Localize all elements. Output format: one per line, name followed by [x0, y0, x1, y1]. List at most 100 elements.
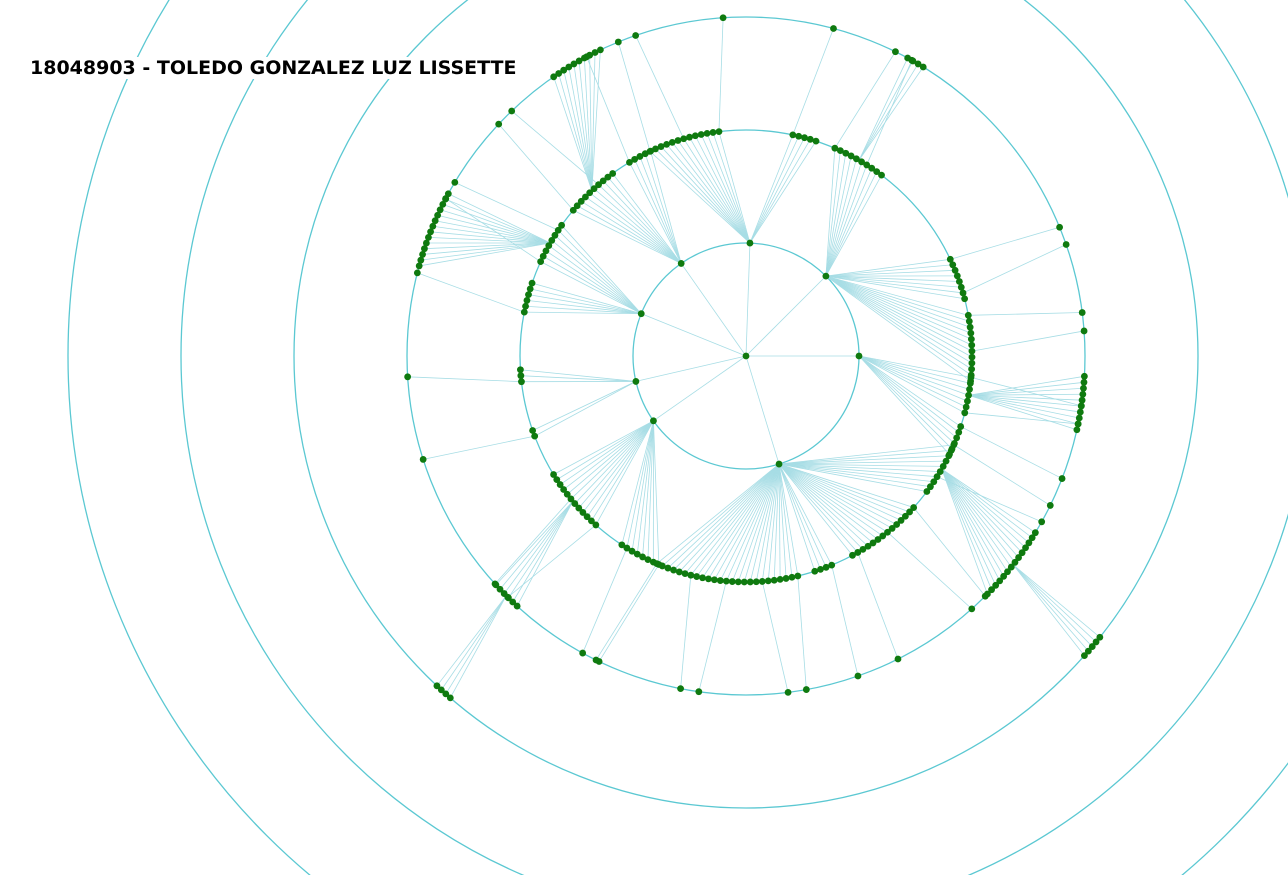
tree-node-l1[interactable]	[746, 239, 754, 247]
tree-node-leaf[interactable]	[919, 63, 927, 71]
tree-node-leaf[interactable]	[446, 694, 454, 702]
tree-node-l2[interactable]	[710, 576, 718, 584]
tree-node-leaf[interactable]	[415, 262, 423, 270]
tree-node-leaf[interactable]	[442, 195, 449, 203]
tree-node-leaf[interactable]	[596, 46, 604, 54]
tree-node-l2[interactable]	[558, 221, 566, 229]
tree-node-leaf[interactable]	[550, 73, 558, 81]
tree-node-l3[interactable]	[1058, 475, 1066, 482]
tree-node-l2[interactable]	[531, 432, 539, 440]
tree-node-l2[interactable]	[691, 132, 699, 140]
tree-node-l2[interactable]	[852, 155, 860, 163]
tree-node-l2[interactable]	[776, 576, 784, 583]
tree-node-l2[interactable]	[936, 468, 944, 475]
tree-node-l2[interactable]	[831, 144, 839, 152]
tree-node-leaf[interactable]	[1080, 372, 1088, 380]
tree-node-l2[interactable]	[563, 490, 571, 498]
tree-node-l3[interactable]	[508, 107, 516, 115]
tree-node-l2[interactable]	[604, 173, 612, 181]
tree-node-l2[interactable]	[681, 570, 689, 578]
tree-node-leaf[interactable]	[417, 256, 425, 264]
tree-node-l2[interactable]	[668, 138, 676, 146]
tree-node-l2[interactable]	[526, 285, 534, 293]
tree-node-l2[interactable]	[893, 521, 901, 528]
tree-node-leaf[interactable]	[500, 590, 508, 597]
tree-node-leaf[interactable]	[1028, 534, 1036, 542]
tree-node-l2[interactable]	[828, 561, 836, 569]
tree-node-l2[interactable]	[628, 547, 636, 555]
tree-node-leaf[interactable]	[1031, 529, 1039, 537]
tree-node-l2[interactable]	[801, 134, 808, 142]
tree-node-leaf[interactable]	[1018, 549, 1026, 557]
tree-node-leaf[interactable]	[1096, 633, 1104, 641]
tree-node-l2[interactable]	[951, 266, 959, 274]
tree-node-l2[interactable]	[873, 168, 881, 176]
tree-node-l2[interactable]	[528, 279, 536, 287]
tree-node-l1[interactable]	[632, 378, 640, 385]
tree-node-l2[interactable]	[926, 483, 934, 491]
tree-node-leaf[interactable]	[427, 228, 434, 236]
tree-node-l2[interactable]	[639, 553, 646, 561]
tree-node-l3[interactable]	[451, 179, 459, 186]
tree-node-l2[interactable]	[571, 500, 579, 507]
tree-node-l2[interactable]	[842, 149, 850, 157]
tree-node-l2[interactable]	[518, 378, 525, 386]
tree-node-l2[interactable]	[674, 137, 682, 144]
tree-node-l2[interactable]	[968, 353, 976, 361]
tree-node-leaf[interactable]	[442, 690, 450, 698]
tree-node-l1[interactable]	[637, 310, 645, 318]
tree-node-l2[interactable]	[647, 147, 655, 155]
tree-node-leaf[interactable]	[1077, 402, 1085, 410]
tree-node-leaf[interactable]	[429, 222, 437, 230]
tree-node-l3[interactable]	[695, 688, 703, 696]
tree-node-l2[interactable]	[734, 578, 742, 586]
tree-node-l3[interactable]	[404, 373, 412, 381]
tree-node-l2[interactable]	[697, 131, 705, 138]
tree-node-leaf[interactable]	[1079, 390, 1087, 398]
tree-node-l2[interactable]	[968, 347, 976, 355]
tree-node-leaf[interactable]	[437, 686, 445, 694]
tree-node-l2[interactable]	[618, 541, 626, 549]
tree-node-leaf[interactable]	[1088, 643, 1096, 650]
tree-node-l2[interactable]	[722, 577, 730, 585]
tree-node-l3[interactable]	[719, 14, 727, 22]
tree-node-l2[interactable]	[955, 428, 963, 436]
tree-node-l2[interactable]	[794, 572, 802, 580]
tree-node-l2[interactable]	[653, 560, 661, 568]
tree-node-l2[interactable]	[539, 252, 547, 260]
tree-node-leaf[interactable]	[439, 201, 447, 208]
tree-node-l2[interactable]	[623, 544, 631, 552]
tree-node-l2[interactable]	[962, 403, 970, 411]
tree-node-l2[interactable]	[740, 578, 748, 586]
tree-node-l3[interactable]	[1056, 223, 1063, 231]
tree-node-l2[interactable]	[715, 128, 723, 136]
tree-node-l2[interactable]	[658, 562, 666, 570]
tree-node-l3[interactable]	[677, 685, 684, 693]
tree-node-l2[interactable]	[523, 297, 531, 304]
tree-node-l3[interactable]	[1062, 241, 1070, 248]
tree-node-leaf[interactable]	[1080, 384, 1087, 392]
tree-node-l3[interactable]	[784, 688, 792, 696]
tree-node-l2[interactable]	[680, 135, 688, 143]
tree-node-l2[interactable]	[961, 409, 969, 417]
tree-node-leaf[interactable]	[1092, 638, 1100, 646]
tree-node-l2[interactable]	[906, 508, 913, 516]
tree-node-l2[interactable]	[957, 283, 965, 291]
tree-node-l2[interactable]	[556, 481, 564, 488]
tree-node-l2[interactable]	[966, 379, 974, 387]
tree-node-l2[interactable]	[586, 189, 594, 197]
tree-node-leaf[interactable]	[996, 577, 1004, 585]
tree-node-l2[interactable]	[728, 578, 736, 585]
tree-node-l2[interactable]	[525, 291, 532, 299]
tree-node-leaf[interactable]	[509, 598, 517, 606]
tree-node-leaf[interactable]	[433, 682, 441, 690]
tree-node-l1[interactable]	[822, 272, 830, 280]
tree-node-l2[interactable]	[942, 457, 950, 465]
tree-node-leaf[interactable]	[1084, 647, 1092, 655]
tree-node-leaf[interactable]	[436, 206, 444, 214]
tree-node-l3[interactable]	[419, 456, 427, 463]
tree-node-l2[interactable]	[575, 504, 583, 512]
tree-node-l2[interactable]	[709, 129, 717, 136]
tree-node-l2[interactable]	[522, 302, 529, 310]
tree-root-node[interactable]	[742, 352, 750, 360]
